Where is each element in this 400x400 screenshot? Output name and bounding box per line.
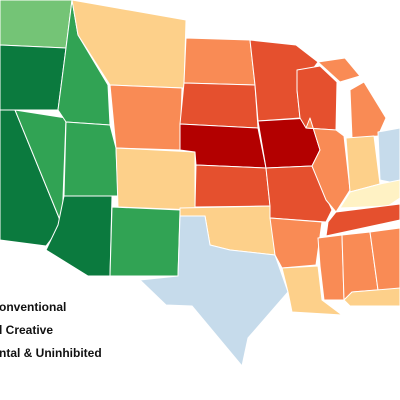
- michigan-lower: [349, 81, 387, 139]
- kansas: [194, 164, 271, 208]
- wyoming: [109, 84, 183, 151]
- arkansas: [269, 217, 323, 269]
- legend-label: ntal & Uninhibited: [0, 346, 102, 360]
- texas: [139, 215, 289, 367]
- georgia: [369, 227, 400, 291]
- tennessee: [325, 203, 400, 237]
- indiana: [345, 135, 381, 193]
- ohio: [377, 127, 400, 185]
- mississippi: [317, 234, 345, 301]
- south-dakota: [179, 82, 259, 129]
- legend: onventional l Creative ntal & Uninhibite…: [0, 300, 102, 360]
- florida: [343, 287, 400, 307]
- legend-label: l Creative: [0, 323, 53, 337]
- louisiana: [281, 265, 343, 316]
- illinois: [305, 117, 351, 213]
- michigan-upper: [317, 57, 361, 83]
- colorado: [115, 147, 196, 211]
- north-dakota: [183, 37, 256, 86]
- oregon: [0, 44, 67, 111]
- washington: [0, 0, 73, 49]
- nevada: [14, 109, 67, 226]
- new-mexico: [109, 206, 181, 277]
- states: [0, 0, 400, 367]
- utah: [63, 121, 119, 197]
- legend-label: onventional: [0, 300, 66, 314]
- arizona: [45, 195, 113, 277]
